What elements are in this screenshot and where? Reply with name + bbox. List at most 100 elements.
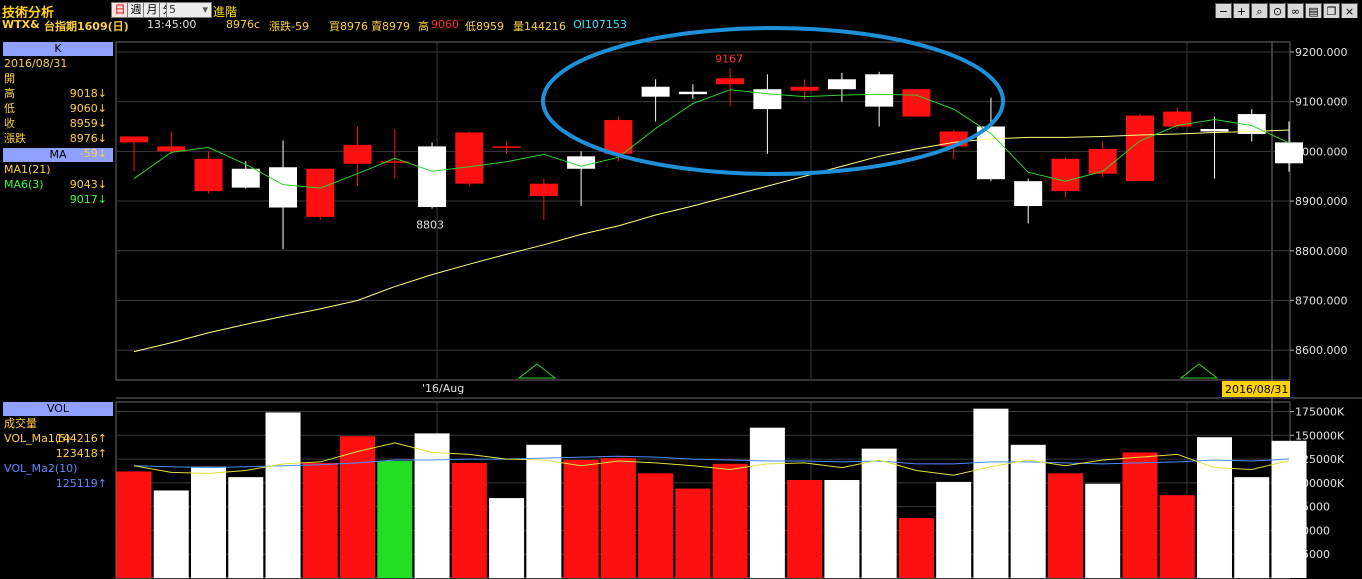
period-value: 5	[169, 3, 176, 16]
ohlc-label: 收	[4, 117, 15, 130]
low-price: 低8959	[465, 20, 504, 33]
last-price: 8976c	[226, 18, 261, 31]
vol-label: VOL_Ma1(5)	[4, 432, 71, 445]
volume-bar	[563, 460, 599, 578]
ohlc-row: 低 8959↓	[3, 101, 113, 130]
volume-bar	[600, 458, 636, 578]
ohlc-value: 8959↓	[69, 117, 107, 130]
symbol-code: WTX&	[2, 18, 40, 31]
candle-body	[678, 91, 707, 95]
ohlc-row: 漲跌 -59↓	[3, 131, 113, 160]
volume-bar	[377, 460, 413, 578]
candle-body	[269, 167, 298, 208]
symbol-name: 台指期1609(日)	[44, 20, 129, 33]
candle-body	[306, 168, 335, 217]
candle-body	[716, 78, 745, 85]
end-date-box	[1222, 381, 1290, 397]
volume-bar	[824, 480, 860, 578]
volume-bar	[1085, 483, 1121, 578]
ma3-line	[133, 89, 1290, 189]
volume-bar	[1010, 444, 1046, 578]
volume-value: 量144216	[513, 20, 566, 33]
ma21-line	[133, 129, 1290, 353]
y-tick-label: 9000.000	[1295, 145, 1348, 158]
tab-month[interactable]: 月	[143, 2, 161, 18]
candle-body	[194, 158, 223, 192]
zoom-in-button[interactable]: +	[1233, 3, 1250, 20]
ohlc-value: -59↓	[79, 147, 107, 160]
volume-bar	[675, 488, 711, 578]
end-date-label: 2016/08/31	[1225, 383, 1288, 396]
vol-value: 123418↑	[55, 447, 107, 460]
volume-bar	[638, 473, 674, 578]
volume-bar	[898, 518, 934, 578]
ma-value: 9017↓	[69, 193, 107, 206]
k-header: K	[3, 42, 113, 56]
candle-body	[976, 126, 1005, 180]
candle-body	[790, 86, 819, 91]
volume-bar	[302, 462, 338, 578]
vol-ma10-line	[133, 455, 1290, 469]
y-tick-label: 8700.000	[1295, 294, 1348, 307]
x-axis-label: '16/Aug	[422, 382, 464, 395]
volume-bar	[787, 480, 823, 578]
window-title: 技術分析	[2, 6, 55, 21]
candle-body	[865, 74, 894, 107]
ohlc-row: 收 8976↓	[3, 116, 113, 145]
candle-body	[641, 86, 670, 97]
open-interest: OI107153	[573, 18, 627, 31]
volume-bar	[1122, 452, 1158, 578]
vol-list: 成交量 144216↑ VOL_Ma1(5) 123418↑ VOL_Ma2(10) 12…	[3, 416, 113, 491]
candle-body	[157, 146, 186, 152]
ohlc-label: 低	[4, 102, 15, 115]
volume-bar	[712, 463, 748, 578]
advanced-button[interactable]: 進階	[213, 5, 238, 19]
vol-label: VOL_Ma2(10)	[4, 462, 78, 475]
candle-body	[529, 183, 558, 197]
ma-row: MA6(3) 9017↓	[3, 177, 113, 206]
candle-body	[567, 156, 596, 169]
candle-body	[455, 132, 484, 184]
vol-header: VOL	[3, 402, 113, 416]
ohlc-list: 開 9018↓ 高 9060↓ 低 8959↓ 收 8976↓ 漲跌 -59↓	[3, 71, 113, 160]
y-tick-label: 9200.000	[1295, 46, 1348, 59]
price-change: 漲跌-59	[269, 20, 309, 33]
ohlc-row: 高 9060↓	[3, 86, 113, 115]
k-date: 2016/08/31	[4, 57, 68, 70]
volume-bar	[153, 490, 189, 578]
period-select[interactable]: 5 ▾	[166, 2, 212, 18]
volume-bar	[1159, 495, 1195, 578]
candle-body	[380, 161, 409, 163]
volume-bar	[116, 471, 152, 578]
candle-body	[1163, 111, 1192, 127]
volume-bar	[749, 427, 785, 578]
low-annotation: 8803	[416, 219, 444, 232]
volume-bar	[451, 462, 487, 578]
volume-bar	[973, 408, 1009, 578]
candle-body	[343, 144, 372, 164]
high-label: 高	[418, 20, 429, 33]
volume-bar	[1234, 477, 1270, 578]
volume-bar	[1047, 473, 1083, 578]
ohlc-label: 高	[4, 87, 15, 100]
vol-label: 成交量	[4, 417, 37, 430]
ohlc-value: 9018↓	[69, 87, 107, 100]
ask-price: 賣8979	[371, 20, 410, 33]
high-annotation: 9167	[715, 52, 743, 65]
volume-info-panel: VOL 成交量 144216↑ VOL_Ma1(5) 123418↑ VOL_Ma2(1…	[3, 402, 113, 578]
price-info-panel: K 2016/08/31 開 9018↓ 高 9060↓ 低 8959↓ 收 8976↓ 漲跌 -…	[3, 42, 113, 399]
candle-body	[1088, 148, 1117, 174]
ohlc-label: 漲跌	[4, 132, 26, 145]
y-tick-label: 8900.000	[1295, 195, 1348, 208]
y-tick-label: 100000K	[1295, 477, 1345, 490]
volume-bar	[265, 412, 301, 578]
ohlc-row: 開 9018↓	[3, 71, 113, 100]
candle-body	[827, 79, 856, 90]
ma-value: 9043↓	[69, 178, 107, 191]
candle-body	[418, 146, 447, 208]
y-tick-label: 175000K	[1295, 406, 1345, 419]
candle-body	[1200, 128, 1229, 132]
vol-value: 125119↑	[55, 477, 107, 490]
quote-bar: WTX& 台指期1609(日) 13:45:00 8976c 漲跌-59 買89…	[0, 18, 1362, 34]
